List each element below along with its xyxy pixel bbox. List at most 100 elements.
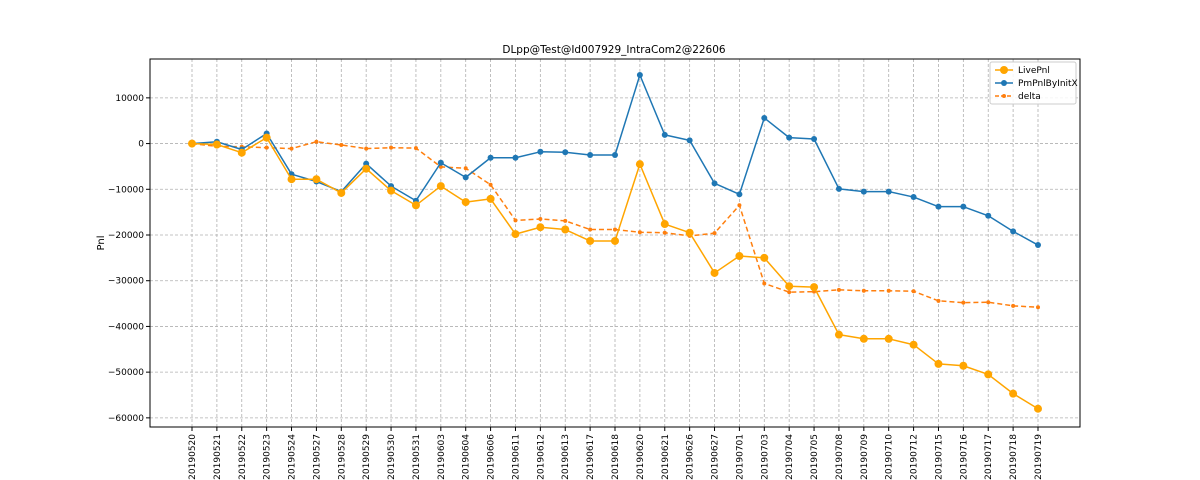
- x-axis: 20190520 20190521 20190522 20190523 20190524…: [188, 427, 1044, 480]
- x-tick-label: 20190719: [1034, 434, 1044, 480]
- data-point-delta: [1036, 305, 1040, 310]
- data-point-LivePnl: [312, 175, 321, 184]
- x-tick-label: 20190627: [711, 434, 721, 480]
- x-tick-label: 20190612: [536, 434, 546, 480]
- x-tick-label: 20190703: [760, 434, 770, 480]
- x-tick-label: 20190520: [188, 434, 198, 480]
- data-point-PmPnlByInitX: [437, 159, 444, 166]
- legend: LivePnl PmPnlByInitX delta: [989, 61, 1078, 105]
- legend-label: PmPnlByInitX: [1018, 79, 1078, 89]
- data-point-delta: [438, 164, 443, 169]
- data-point-delta: [463, 166, 468, 171]
- data-point-delta: [314, 139, 319, 144]
- data-point-LivePnl: [337, 188, 346, 197]
- data-point-PmPnlByInitX: [860, 188, 867, 195]
- data-point-PmPnlByInitX: [562, 149, 569, 156]
- data-point-LivePnl: [710, 268, 719, 277]
- data-point-delta: [762, 281, 767, 286]
- data-point-PmPnlByInitX: [1010, 228, 1017, 235]
- x-tick-label: 20190716: [959, 434, 969, 480]
- data-point-delta: [936, 298, 941, 303]
- data-point-delta: [588, 227, 593, 232]
- data-point-delta: [538, 217, 543, 221]
- x-tick-label: 20190522: [238, 434, 248, 480]
- data-point-PmPnlByInitX: [686, 137, 693, 144]
- data-point-LivePnl: [561, 225, 570, 234]
- series-LivePnl: [188, 133, 1042, 413]
- x-tick-label: 20190606: [487, 434, 497, 480]
- legend-marker: [1002, 94, 1006, 98]
- data-point-PmPnlByInitX: [462, 174, 469, 181]
- data-point-delta: [911, 289, 916, 294]
- data-point-LivePnl: [685, 228, 694, 237]
- data-point-delta: [413, 146, 418, 151]
- x-tick-label: 20190529: [362, 434, 372, 480]
- x-tick-label: 20190611: [511, 434, 521, 480]
- data-point-PmPnlByInitX: [985, 212, 992, 219]
- data-point-PmPnlByInitX: [935, 203, 942, 210]
- legend-box: [989, 61, 1077, 105]
- x-tick-label: 20190710: [885, 434, 895, 480]
- x-tick-label: 20190617: [586, 434, 596, 480]
- y-axis-label: Pnl: [96, 236, 107, 251]
- data-point-delta: [563, 218, 568, 223]
- data-point-LivePnl: [1009, 389, 1018, 398]
- legend-item-PmPnlByInitX: PmPnlByInitX: [995, 79, 1078, 89]
- legend-label: delta: [1018, 92, 1041, 102]
- chart-title: DLpp@Test@Id007929_IntraCom2@22606: [502, 44, 726, 56]
- data-point-LivePnl: [511, 230, 520, 239]
- data-point-delta: [986, 300, 991, 305]
- x-tick-label: 20190613: [561, 434, 571, 480]
- data-point-delta: [737, 203, 742, 208]
- data-point-PmPnlByInitX: [910, 194, 917, 201]
- data-point-LivePnl: [611, 236, 619, 245]
- x-tick-label: 20190701: [735, 434, 745, 480]
- legend-marker: [1001, 80, 1007, 86]
- data-point-delta: [513, 218, 518, 223]
- data-point-LivePnl: [262, 133, 271, 142]
- x-tick-label: 20190618: [611, 434, 621, 480]
- data-point-PmPnlByInitX: [1035, 242, 1041, 249]
- data-point-LivePnl: [1034, 404, 1042, 413]
- data-point-LivePnl: [586, 236, 595, 245]
- data-point-PmPnlByInitX: [711, 180, 718, 187]
- x-tick-label: 20190530: [387, 434, 397, 480]
- y-axis: 10000 0 −10000 −20000 −30000 −40000 −50000 −600…: [108, 94, 150, 424]
- x-tick-label: 20190704: [785, 434, 795, 480]
- data-point-LivePnl: [635, 160, 644, 169]
- x-tick-label: 20190717: [984, 434, 994, 480]
- data-point-PmPnlByInitX: [960, 203, 967, 210]
- x-tick-label: 20190718: [1009, 434, 1019, 480]
- data-point-PmPnlByInitX: [885, 188, 892, 195]
- legend-item-delta: delta: [995, 92, 1041, 102]
- data-point-LivePnl: [884, 334, 893, 343]
- x-tick-label: 20190626: [686, 434, 696, 480]
- data-point-delta: [961, 300, 966, 305]
- data-point-LivePnl: [934, 359, 943, 368]
- data-point-delta: [339, 142, 344, 147]
- x-tick-label: 20190604: [462, 434, 472, 480]
- data-point-LivePnl: [785, 282, 794, 291]
- data-point-delta: [389, 145, 394, 150]
- data-point-LivePnl: [461, 198, 470, 207]
- data-point-LivePnl: [237, 148, 246, 157]
- data-point-PmPnlByInitX: [487, 154, 494, 161]
- data-point-LivePnl: [411, 201, 420, 210]
- data-point-PmPnlByInitX: [661, 131, 668, 138]
- data-point-delta: [613, 227, 617, 232]
- y-tick-label: −10000: [108, 185, 144, 195]
- y-tick-label: −20000: [108, 231, 144, 241]
- legend-marker: [1000, 66, 1008, 74]
- x-tick-label: 20190712: [910, 434, 920, 480]
- y-tick-label: 0: [138, 140, 144, 150]
- data-point-PmPnlByInitX: [736, 191, 743, 198]
- data-point-LivePnl: [810, 283, 819, 292]
- data-point-PmPnlByInitX: [537, 148, 544, 155]
- y-tick-label: −40000: [108, 322, 144, 332]
- x-tick-label: 20190715: [934, 434, 944, 480]
- data-point-LivePnl: [287, 175, 296, 184]
- data-point-PmPnlByInitX: [835, 185, 842, 192]
- data-point-PmPnlByInitX: [612, 152, 618, 158]
- data-point-delta: [289, 146, 294, 151]
